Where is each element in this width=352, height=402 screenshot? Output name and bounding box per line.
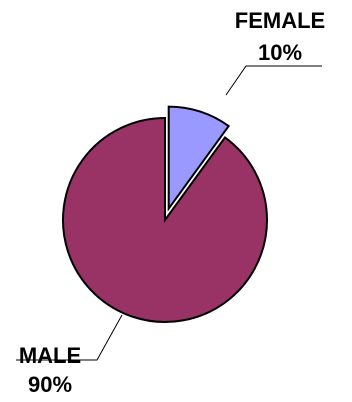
pie-slice-male (62, 116, 268, 323)
slice-label-male-value: 90% (28, 372, 72, 397)
slice-label-female: FEMALE 10% (235, 8, 325, 65)
slice-label-male: MALE 90% (19, 343, 81, 397)
pie-slices (62, 105, 268, 323)
slice-label-female-value: 10% (258, 40, 302, 65)
slice-label-male-name: MALE (19, 343, 81, 368)
pie-slice-female (167, 105, 231, 212)
leader-line-female (225, 65, 322, 96)
leader-line-male (16, 314, 123, 361)
slice-label-female-name: FEMALE (235, 8, 325, 33)
leader-lines (16, 65, 322, 361)
